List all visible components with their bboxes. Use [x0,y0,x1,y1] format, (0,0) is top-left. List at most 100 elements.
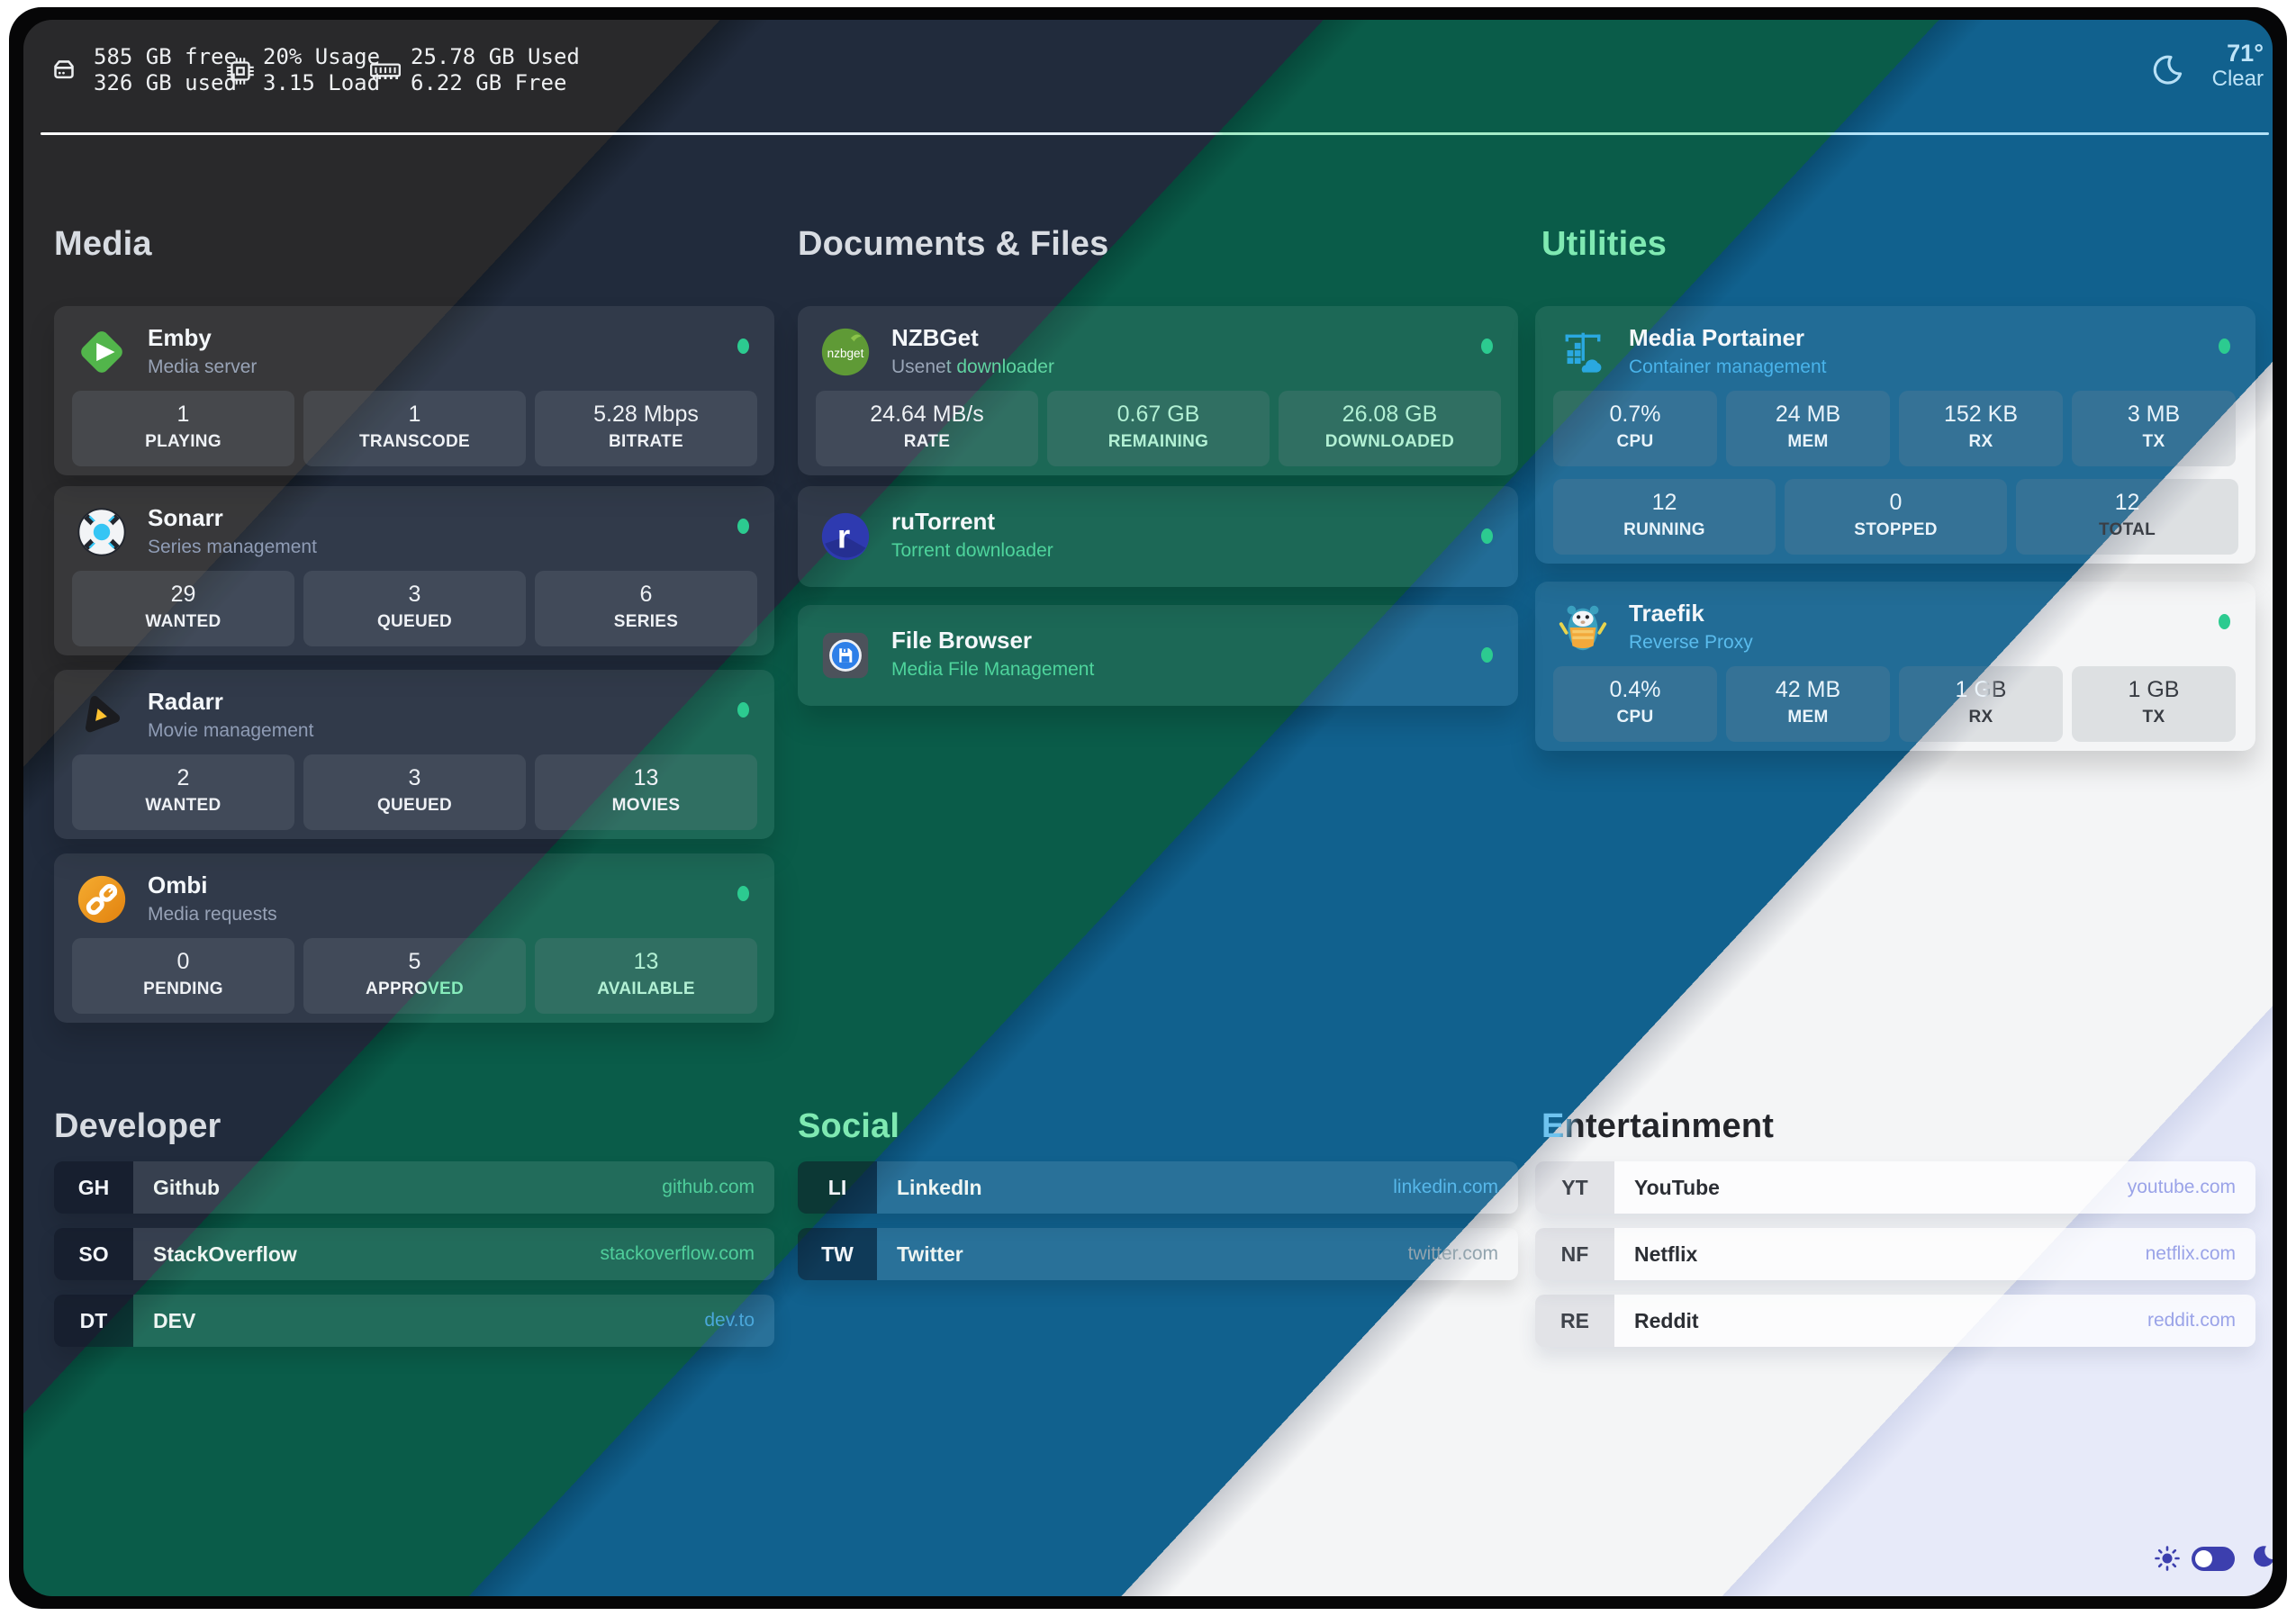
stat-tile: 1 GB TX [2072,666,2236,742]
stat-tile: 3 QUEUED [303,754,526,830]
stat-tile: 0.67 GB REMAINING [1047,391,1270,466]
service-card-nzbget[interactable]: nzbget NZBGet Usenet downloader 24.64 MB… [798,306,1518,475]
sonarr-icon [77,508,126,556]
service-card-filebrowser[interactable]: File Browser Media File Management [798,605,1518,706]
stat-tile: 12 RUNNING [1553,479,1776,555]
bookmark-abbr: YT [1535,1161,1614,1214]
stat-label: WANTED [145,796,221,815]
service-description: Torrent downloader [891,540,1053,561]
service-description: Reverse Proxy [1629,632,1753,653]
stat-label: AVAILABLE [597,980,695,998]
stat-tile: 0.7% CPU [1553,391,1717,466]
stat-value: 3 [408,582,421,607]
stat-label: QUEUED [376,796,453,815]
bookmark-name: DEV [153,1308,196,1332]
bookmark-reddit[interactable]: RE Reddit reddit.com [1535,1295,2255,1347]
bookmark-twitter[interactable]: TW Twitter twitter.com [798,1228,1518,1280]
portainer-icon [1565,332,1602,373]
stat-label: CPU [1616,432,1654,451]
stat-tile: 42 MB MEM [1726,666,1890,742]
service-card-rutorrent[interactable]: r ruTorrent Torrent downloader [798,486,1518,587]
svg-text:nzbget: nzbget [827,347,864,360]
service-name: Traefik [1629,600,1704,627]
bookmark-youtube[interactable]: YT YouTube youtube.com [1535,1161,2255,1214]
stat-value: 42 MB [1775,677,1841,702]
stat-label: MOVIES [611,796,681,815]
bookmark-url: stackoverflow.com [600,1243,755,1264]
stat-label: QUEUED [376,612,453,631]
service-card-emby[interactable]: Emby Media server 1 PLAYING 1 TRANSCODE … [54,306,774,475]
weather-temperature: 71° [2227,40,2264,67]
stat-tile: 0 PENDING [72,938,294,1014]
service-name: Media Portainer [1629,324,1805,351]
stat-value: 0.67 GB [1116,402,1200,427]
stat-tile: 1 PLAYING [72,391,294,466]
stat-tile: 3 QUEUED [303,571,526,646]
stat-tile: 26.08 GB DOWNLOADED [1279,391,1501,466]
stat-label: RX [1968,708,1993,727]
moon-icon[interactable] [2249,1544,2273,1571]
stat-value: 5 [408,949,421,974]
stat-value: 0 [176,949,190,974]
stat-tile: 1 GB RX [1899,666,2063,742]
bookmark-url: linkedin.com [1393,1177,1498,1197]
bookmark-linkedin[interactable]: LI LinkedIn linkedin.com [798,1161,1518,1214]
stat-value: 12 [1651,490,1677,515]
bookmark-stackoverflow[interactable]: SO StackOverflow stackoverflow.com [54,1228,774,1280]
stat-label: TOTAL [2016,520,2238,540]
stat-tile: 13 AVAILABLE [535,938,757,1014]
service-description: Container management [1629,357,1827,377]
service-card-radarr[interactable]: Radarr Movie management 2 WANTED 3 QUEUE… [54,670,774,839]
topbar-divider [41,132,2269,135]
radarr-icon [85,696,121,733]
service-card-sonarr[interactable]: Sonarr Series management 29 WANTED 3 QUE… [54,486,774,655]
status-dot [2219,339,2230,354]
theme-toggle[interactable] [2192,1547,2235,1571]
bookmark-name: Github [153,1175,221,1199]
rutorrent-icon: r [821,512,870,561]
bookmark-url: twitter.com [1407,1243,1498,1264]
stat-tile: 3 MB TX [2072,391,2236,466]
bookmark-dev[interactable]: DT DEV dev.to [54,1295,774,1347]
disk-stats-line1: 585 GB free [94,44,237,69]
stat-tile: 0 STOPPED [1785,479,2007,555]
stat-value: 13 [633,949,659,974]
stat-label: STOPPED [1854,520,1938,539]
stat-value: 26.08 GB [1342,402,1438,427]
service-description: Series management [148,537,317,557]
stat-label: TRANSCODE [358,432,471,451]
service-description: Media File Management [891,659,1095,680]
stat-label: TX [2142,708,2165,727]
stat-value: 12 [2016,490,2238,516]
stat-tile: 5.28 Mbps BITRATE [535,391,757,466]
service-card-traefik[interactable]: Traefik Reverse Proxy 0.4% CPU 42 MB MEM… [1535,582,2255,751]
stat-tile: 13 MOVIES [535,754,757,830]
status-dot [2219,614,2230,629]
disk-stats-line2: 326 GB used [94,70,237,95]
bookmark-abbr: LI [798,1161,877,1214]
bookmark-name: StackOverflow [153,1241,297,1266]
theme-toggle-knob [2195,1550,2212,1567]
sun-icon[interactable] [2154,1545,2181,1572]
diagonal-background: 585 GB free 326 GB used 20% Usage 3.15 L… [23,20,2273,1596]
section-title-documents: Documents & Files [798,225,1109,263]
bookmark-name: Netflix [1634,1241,1698,1266]
dashboard-canvas: 585 GB free 326 GB used 20% Usage 3.15 L… [23,20,2273,1596]
bookmark-github[interactable]: GH Github github.com [54,1161,774,1214]
stat-label: APPROVED [303,980,526,999]
stat-label: WANTED [145,612,221,631]
weather-condition: Clear [2211,67,2264,91]
stat-tile: 24.64 MB/s RATE [816,391,1038,466]
service-name: File Browser [891,627,1033,654]
service-card-portainer[interactable]: Media Portainer Container management 0.7… [1535,306,2255,564]
clear-night-moon-icon [2153,55,2183,85]
bookmark-netflix[interactable]: NF Netflix netflix.com [1535,1228,2255,1280]
section-title-media: Media [54,225,152,263]
stat-value: 29 [170,582,196,607]
bookmark-url: netflix.com [2145,1243,2236,1264]
stat-value: 24.64 MB/s [870,402,984,427]
section-title-developer: Developer [54,1107,221,1145]
bookmark-name: Twitter [897,1241,963,1266]
section-title-utilities: Utilities [1541,225,1668,263]
service-card-ombi[interactable]: Ombi Media requests 0 PENDING 5 APPROVED… [54,853,774,1023]
